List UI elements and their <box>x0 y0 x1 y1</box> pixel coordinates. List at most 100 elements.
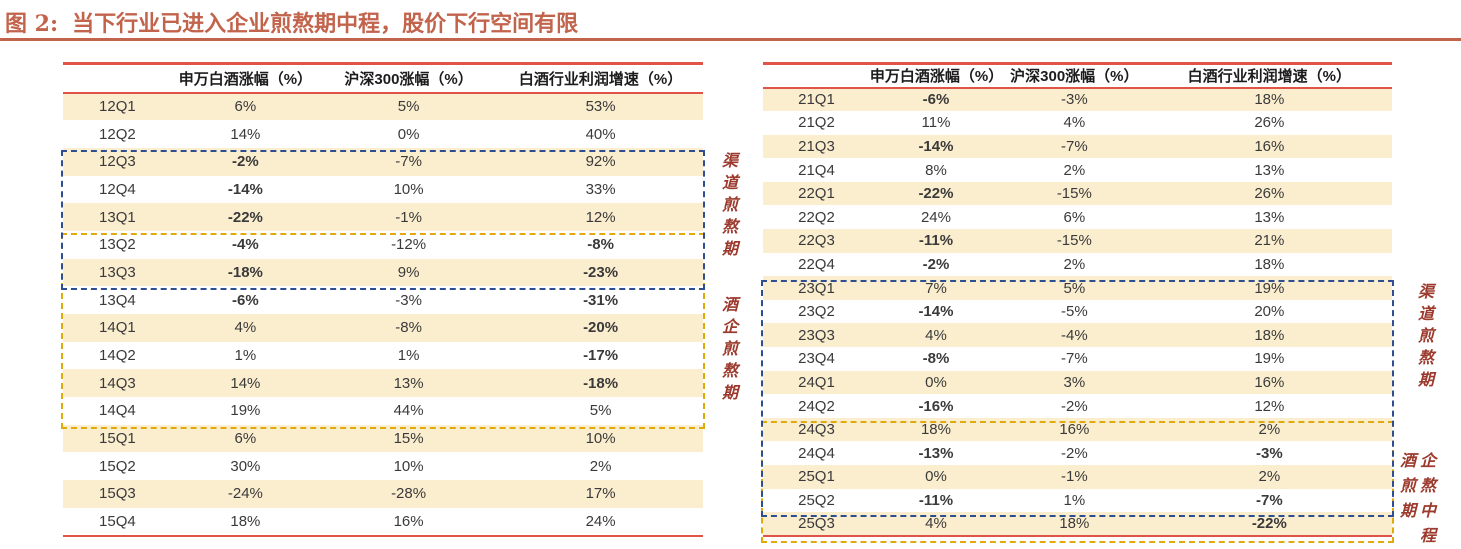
value-cell: -20% <box>498 314 703 342</box>
quarter-label: 12Q4 <box>99 180 136 198</box>
table-row: 14Q2 1% 1% -17% <box>63 342 703 370</box>
value-cell: 44% <box>393 402 424 420</box>
quarter-label: 15Q4 <box>99 512 136 530</box>
value-cell: 12% <box>498 203 703 231</box>
value-cell: 1% <box>234 347 257 365</box>
value-cell: 6% <box>1063 208 1086 226</box>
quarter-label: 14Q2 <box>99 347 136 365</box>
channel-period-label-left: 渠道煎熬期 <box>719 152 738 262</box>
corner-cell <box>763 63 870 89</box>
value-cell: 18% <box>1146 87 1392 112</box>
quarter-label: 14Q1 <box>63 314 172 342</box>
value-cell: 10% <box>393 180 424 198</box>
value-cell: -2% <box>171 147 319 176</box>
table-row: 12Q4 -14% 10% 33% <box>63 176 703 204</box>
value-cell: 2% <box>1146 417 1392 442</box>
enterprise-period-label-left: 酒企煎熬期 <box>719 296 738 406</box>
value-cell: 30% <box>230 457 261 475</box>
corner-cell <box>63 63 172 94</box>
value-cell: -6% <box>869 87 1002 112</box>
value-cell: -7% <box>1255 491 1283 509</box>
value-cell: -22% <box>869 181 1002 206</box>
quarter-label: 13Q1 <box>63 203 172 231</box>
value-cell: 2% <box>589 457 612 475</box>
value-cell: -17% <box>583 347 619 365</box>
value-cell: 16% <box>393 512 424 530</box>
value-cell: -13% <box>918 444 954 462</box>
figure-title-text: 当下行业已进入企业煎熬期中程，股价下行空间有限 <box>72 11 579 37</box>
value-cell: -24% <box>171 480 319 508</box>
value-cell: -11% <box>918 491 954 509</box>
table-row: 22Q2 24% 6% 13% <box>763 205 1392 229</box>
column-header: 白酒行业利润增速（%） <box>498 63 703 94</box>
value-cell: 19% <box>230 402 261 420</box>
value-cell: 53% <box>498 92 703 121</box>
table-row: 14Q1 4% -8% -20% <box>63 314 703 342</box>
value-cell: 4% <box>1063 114 1086 132</box>
table-row: 25Q3 4% 18% -22% <box>763 512 1392 536</box>
value-cell: 19% <box>1254 350 1285 368</box>
table-row: 21Q3 -14% -7% 16% <box>763 134 1392 159</box>
table-row: 24Q4 -13% -2% -3% <box>763 441 1392 465</box>
value-cell: 92% <box>498 147 703 176</box>
value-cell: -14% <box>918 303 954 321</box>
value-cell: -4% <box>232 236 259 254</box>
value-cell: 26% <box>1254 114 1285 132</box>
value-cell: 5% <box>589 402 612 420</box>
value-cell: -7% <box>1002 134 1147 159</box>
value-cell: 40% <box>585 125 616 143</box>
value-cell: 18% <box>1002 512 1147 536</box>
value-cell: -3% <box>1255 444 1283 462</box>
quarter-label: 21Q1 <box>763 87 870 112</box>
table-row: 23Q2 -14% -5% 20% <box>763 300 1392 324</box>
title-underline <box>0 38 1461 41</box>
quarter-label: 13Q3 <box>63 258 172 287</box>
value-cell: -22% <box>171 203 319 231</box>
value-cell: -8% <box>318 314 499 342</box>
table-row: 13Q4 -6% -3% -31% <box>63 286 703 314</box>
value-cell: -14% <box>227 180 263 198</box>
quarter-label: 21Q3 <box>763 134 870 159</box>
quarterly-table-2012-2015: 申万白酒涨幅（%） 沪深300涨幅（%） 白酒行业利润增速（%） 12Q1 6% 5% 5… <box>63 62 703 537</box>
value-cell: -15% <box>1002 229 1147 253</box>
value-cell: 24% <box>920 208 951 226</box>
value-cell: -3% <box>395 291 422 309</box>
value-cell: 18% <box>869 417 1002 442</box>
table-row: 24Q1 0% 3% 16% <box>763 370 1392 395</box>
value-cell: 4% <box>171 314 319 342</box>
value-cell: 26% <box>1146 181 1392 206</box>
table-row: 15Q1 6% 15% 10% <box>63 424 703 453</box>
quarter-label: 23Q2 <box>798 303 835 321</box>
quarter-label: 25Q2 <box>798 491 835 509</box>
value-cell: -12% <box>391 236 427 254</box>
table-row: 24Q2 -16% -2% 12% <box>763 394 1392 418</box>
value-cell: 20% <box>1254 303 1285 321</box>
value-cell: 33% <box>585 180 616 198</box>
value-cell: 4% <box>869 323 1002 348</box>
table-row: 12Q1 6% 5% 53% <box>63 92 703 121</box>
value-cell: 21% <box>1146 229 1392 253</box>
quarter-label: 24Q3 <box>763 417 870 442</box>
value-cell: -28% <box>318 480 499 508</box>
value-cell: -1% <box>318 203 499 231</box>
value-cell: -23% <box>498 258 703 287</box>
value-cell: 7% <box>869 276 1002 300</box>
quarter-label: 22Q1 <box>763 181 870 206</box>
value-cell: 14% <box>230 125 261 143</box>
value-cell: -2% <box>922 255 950 273</box>
value-cell: 16% <box>1002 417 1147 442</box>
value-cell: 14% <box>171 369 319 398</box>
value-cell: -15% <box>1002 181 1147 206</box>
value-cell: 2% <box>1146 465 1392 489</box>
table-row: 21Q1 -6% -3% 18% <box>763 87 1392 112</box>
value-cell: -22% <box>1146 512 1392 536</box>
value-cell: 5% <box>318 92 499 121</box>
table-row: 25Q2 -11% 1% -7% <box>763 489 1392 513</box>
value-cell: -4% <box>1002 323 1147 348</box>
value-cell: 18% <box>1146 323 1392 348</box>
value-cell: -2% <box>1060 397 1088 415</box>
value-cell: 2% <box>1063 255 1086 273</box>
value-cell: 15% <box>318 424 499 453</box>
quarter-label: 14Q3 <box>63 369 172 398</box>
